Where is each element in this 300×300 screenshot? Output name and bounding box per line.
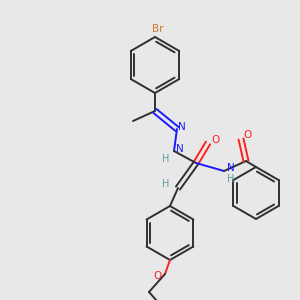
Text: O: O (211, 135, 219, 145)
Text: Br: Br (152, 24, 164, 34)
Text: H: H (162, 179, 170, 189)
Text: H: H (162, 154, 170, 164)
Text: N: N (227, 163, 235, 173)
Text: N: N (178, 122, 186, 132)
Text: N: N (176, 144, 184, 154)
Text: O: O (244, 130, 252, 140)
Text: O: O (153, 271, 161, 281)
Text: H: H (227, 174, 235, 184)
